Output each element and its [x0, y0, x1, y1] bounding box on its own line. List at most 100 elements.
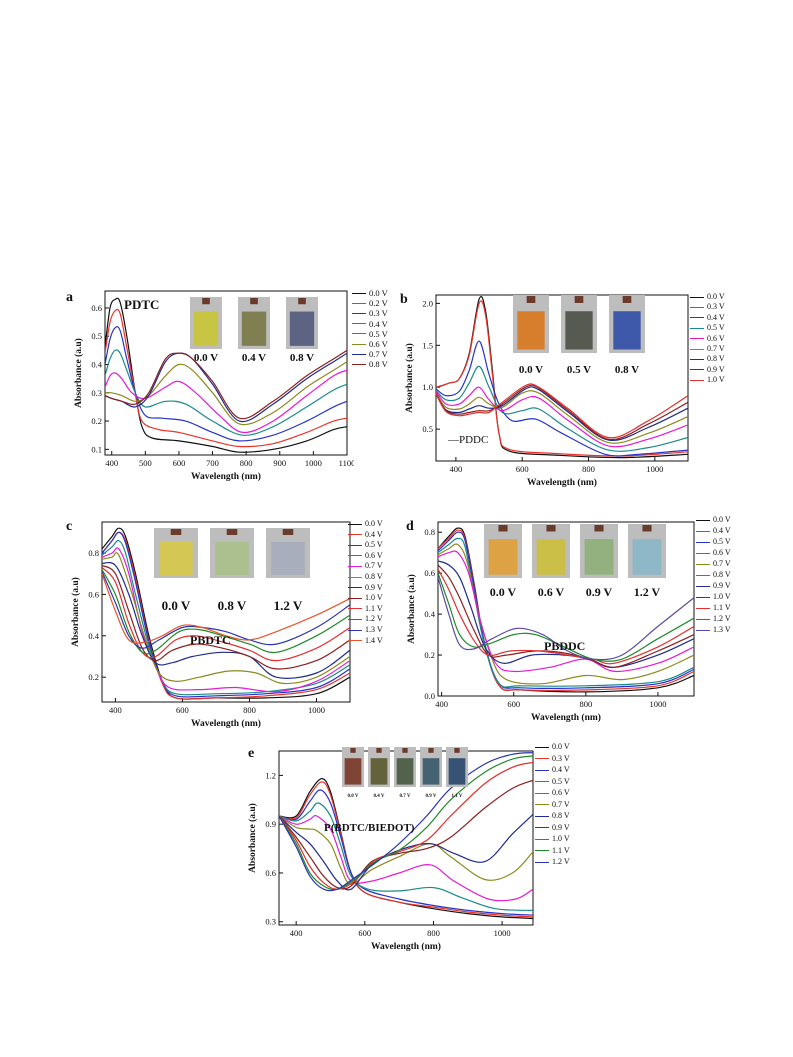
legend-item: 0.5 V [352, 328, 388, 340]
cuvette-cap [250, 298, 258, 305]
chart-a: 400 500 600 700 800 900 1000 1100 0.1 0.2 0.3 0.4 0.… [66, 290, 355, 482]
legend-label: 0.7 V [707, 344, 725, 353]
legend-label: 0.0 V [365, 519, 383, 528]
cuvette-solution [422, 758, 440, 785]
chart-d: 400 600 800 1000 0.0 0.2 0.4 0.6 0.8 Wavelength (… [406, 519, 695, 723]
chart-c: 400 600 800 1000 0.2 0.4 0.6 0.8 Wavelength (nm)… [66, 519, 351, 729]
series-line-0-0-V [105, 297, 347, 453]
series-line-0-4-V [105, 349, 347, 436]
photo-label: 0.9 V [586, 585, 613, 599]
x-axis-label: Wavelength (nm) [371, 941, 441, 952]
legend-line [348, 608, 362, 610]
panel-title: PBDDC [544, 639, 585, 653]
x-tick-label: 600 [176, 705, 189, 715]
cuvette-cap [498, 525, 508, 532]
photo-label: 0.0 V [194, 352, 218, 364]
legend-line [352, 363, 366, 365]
cuvette-solution [193, 311, 219, 346]
legend-line [690, 358, 704, 360]
legend-label: 1.1 V [365, 603, 383, 613]
series-line-1-0-V [436, 383, 688, 439]
legend-item: 0.6 V [348, 550, 383, 562]
legend-item: 1.2 V [535, 856, 570, 868]
panel-e: 400 600 800 1000 0.3 0.6 0.9 1.2 Wavelength (nm)… [246, 742, 570, 958]
legend-item: 0.6 V [352, 338, 388, 350]
legend-line [348, 544, 362, 546]
plot-frame [104, 290, 348, 456]
legend-label: 0.7 V [552, 799, 570, 809]
series-group [279, 752, 533, 920]
series-line-1-3-V [102, 571, 350, 649]
legend-label: 0.0 V [369, 288, 388, 298]
panel-b: 400 600 800 1000 0.5 1.0 1.5 2.0 Wavelength (nm)… [396, 283, 725, 503]
cuvette-solution [159, 542, 193, 575]
cuvette-cap [574, 296, 584, 303]
legend-line [696, 596, 710, 598]
series-line-1-0-V [102, 564, 350, 670]
legend-label: 0.8 V [713, 570, 731, 579]
legend-line [690, 327, 704, 329]
photo-label: 0.5 V [567, 364, 591, 376]
legend-line [535, 792, 549, 794]
cuvette-photo: 1.1 V [446, 747, 468, 799]
legend-label: 1.0 V [707, 375, 725, 385]
x-tick-label: 700 [206, 458, 219, 468]
y-axis-label: Absorbance (a.u) [404, 343, 415, 413]
series-line-1-1-V [279, 755, 533, 891]
cuvette-photo: 0.0 V [190, 297, 222, 364]
cuvette-solution [370, 758, 388, 785]
cuvette-cap [454, 748, 460, 753]
series-line-0-8-V [105, 349, 347, 420]
legend-item: 0.5 V [690, 322, 725, 334]
legend-item: 0.9 V [535, 822, 570, 834]
y-tick-label: 0.2 [424, 650, 435, 660]
cuvette-photo: 0.0 V [154, 528, 198, 613]
cuvette-cap [226, 529, 238, 535]
x-tick-label: 600 [507, 699, 520, 709]
x-tick-label: 1000 [308, 705, 325, 715]
y-tick-label: 0.0 [424, 691, 435, 701]
legend-label: 0.5 V [365, 540, 383, 550]
x-tick-label: 1000 [305, 458, 322, 468]
legend-line [535, 850, 549, 851]
cuvette-photo: 0.8 V [210, 528, 254, 613]
legend-item: 1.2 V [696, 613, 731, 625]
cuvette-cap [526, 296, 536, 303]
legend-item: 0.7 V [352, 348, 388, 360]
legend-label: 0.5 V [552, 776, 570, 786]
legend-item: 0.7 V [348, 560, 383, 572]
cuvette-photo: 0.0 V [484, 524, 522, 599]
cuvette-solution [271, 542, 305, 575]
legend-line [696, 585, 710, 587]
photo-label: 1.2 V [634, 585, 661, 599]
legend-label: 0.6 V [365, 550, 383, 560]
series-line-0-5-V [279, 802, 533, 911]
legend-line [348, 587, 362, 589]
photo-label: 0.6 V [538, 585, 565, 599]
series-line-0-8-V [438, 550, 694, 673]
photo-label: 0.8 V [218, 598, 247, 613]
legend-item: 1.1 V [535, 845, 570, 857]
x-tick-label: 400 [450, 464, 463, 474]
legend-line [535, 804, 549, 805]
y-tick-label: 0.5 [422, 424, 433, 434]
series-line-1-4-V [102, 573, 350, 644]
legend-line [690, 338, 704, 340]
cuvette-solution [613, 311, 641, 350]
legend-line [348, 629, 362, 631]
x-tick-label: 400 [290, 928, 303, 938]
legend-line [535, 746, 549, 748]
y-tick-label: 1.2 [265, 770, 276, 780]
legend-item: 0.0 V [690, 291, 725, 303]
photo-label: 0.0 V [162, 598, 191, 613]
legend-label: 0.0 V [552, 742, 570, 751]
legend-label: 0.6 V [707, 333, 725, 343]
legend-item: 0.7 V [535, 799, 570, 811]
photo-label: 0.4 V [373, 794, 384, 799]
cuvette-cap [298, 298, 306, 305]
legend-line [696, 607, 710, 609]
photo-label: 0.0 V [519, 364, 543, 376]
legend-item: 0.2 V [352, 297, 388, 309]
legend-line [352, 333, 366, 335]
legend-line [352, 343, 366, 345]
